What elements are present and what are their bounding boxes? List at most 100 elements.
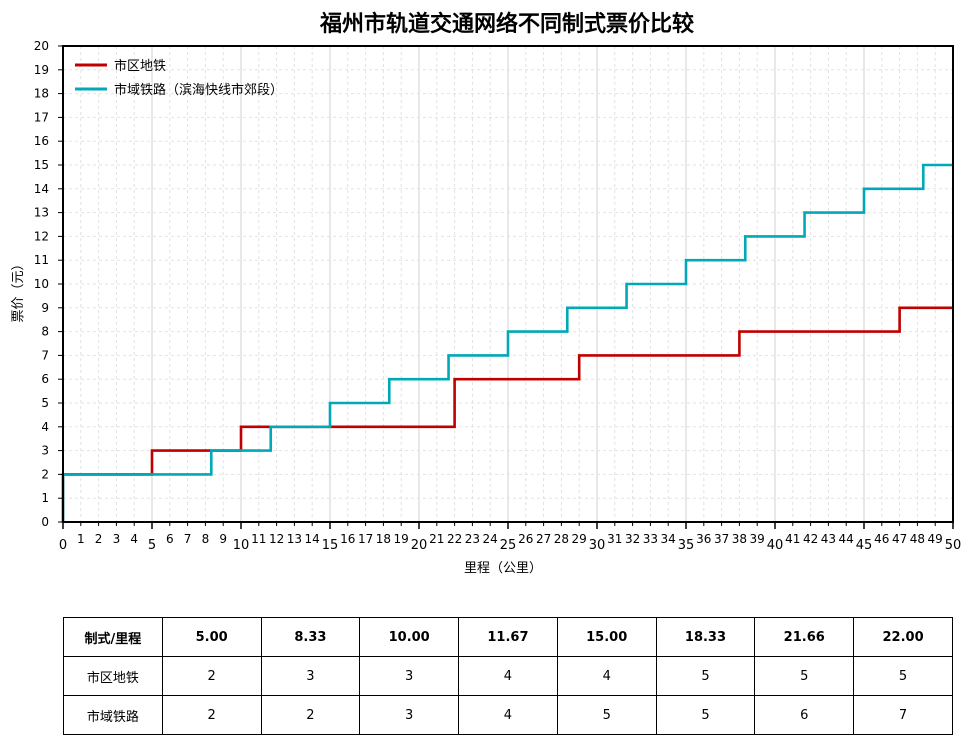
x-tick-label: 1 [77, 532, 85, 546]
y-tick-label: 3 [41, 444, 49, 458]
series-line-metro [61, 306, 953, 522]
x-tick-label: 21 [429, 532, 444, 546]
table-header-cell: 5.00 [161, 617, 262, 657]
x-tick-label: 22 [447, 532, 462, 546]
table-row: 市区地铁 2 3 3 4 4 5 5 5 [63, 656, 953, 696]
y-tick-label: 10 [34, 277, 49, 291]
x-tick-label: 39 [750, 532, 765, 546]
x-tick-label: 23 [465, 532, 480, 546]
x-tick-label: 27 [536, 532, 551, 546]
y-tick-label: 8 [41, 325, 49, 339]
table-header-cell: 11.67 [458, 617, 558, 657]
x-tick-label: 34 [661, 532, 676, 546]
x-tick-label: 36 [696, 532, 711, 546]
x-tick-label: 10 [233, 538, 250, 553]
y-tick-label: 18 [34, 87, 49, 101]
table-row: 市域铁路 2 2 3 4 5 5 6 7 [63, 695, 953, 735]
x-tick-label: 29 [572, 532, 587, 546]
x-tick-label: 0 [59, 538, 67, 553]
table-header-cell: 15.00 [556, 617, 657, 657]
x-tick-label: 48 [910, 532, 925, 546]
table-cell: 5 [655, 656, 756, 696]
fare-chart: 福州市轨道交通网络不同制式票价比较 0 1 2 3 4 5 6 7 8 9 10 11 12 13 14 15… [11, 11, 961, 576]
table-header-cell: 21.66 [754, 617, 855, 657]
y-tick-label: 7 [41, 348, 49, 362]
table-header-cell: 8.33 [260, 617, 361, 657]
y-tick-label: 1 [41, 491, 49, 505]
y-tick-label: 17 [34, 110, 49, 124]
x-tick-label: 31 [607, 532, 622, 546]
y-tick-label: 0 [41, 515, 49, 529]
table-cell: 4 [458, 695, 558, 735]
x-tick-label: 5 [148, 538, 156, 553]
table-header-row: 制式/里程 5.00 8.33 10.00 11.67 15.00 18.33 … [63, 617, 953, 657]
table-cell: 7 [853, 695, 953, 735]
x-axis-label: 里程（公里） [464, 561, 542, 576]
y-tick-label: 19 [34, 63, 49, 77]
x-tick-label: 32 [625, 532, 640, 546]
x-tick-label: 40 [767, 538, 784, 553]
x-tick-label: 45 [856, 538, 873, 553]
series-line-suburban [61, 163, 953, 522]
x-tick-label: 43 [821, 532, 836, 546]
x-tick-label: 2 [95, 532, 103, 546]
y-axis-label: 票价（元） [11, 257, 26, 322]
legend: 市区地铁 市域铁路（滨海快线市郊段） [75, 58, 283, 98]
x-tick-label: 8 [202, 532, 210, 546]
x-tick-label: 14 [305, 532, 320, 546]
x-tick-label: 42 [803, 532, 818, 546]
table-cell: 市区地铁 [63, 656, 163, 696]
table-cell: 5 [556, 695, 657, 735]
x-axis-ticks: 0 1 2 3 4 5 6 7 8 9 10 11 12 13 14 15 16 17 18 19 20 21 22 23 24… [59, 522, 961, 553]
x-tick-label: 44 [839, 532, 854, 546]
y-tick-label: 15 [34, 158, 49, 172]
y-tick-label: 2 [41, 467, 49, 481]
x-tick-label: 37 [714, 532, 729, 546]
x-tick-label: 20 [411, 538, 428, 553]
x-tick-label: 28 [554, 532, 569, 546]
x-tick-label: 26 [518, 532, 533, 546]
table-header-cell: 18.33 [655, 617, 756, 657]
table-cell: 2 [260, 695, 361, 735]
y-tick-label: 13 [34, 206, 49, 220]
x-tick-label: 13 [287, 532, 302, 546]
x-tick-label: 11 [251, 532, 266, 546]
y-tick-label: 11 [34, 253, 49, 267]
table-header-cell: 22.00 [853, 617, 953, 657]
y-tick-label: 20 [34, 39, 49, 53]
y-tick-label: 14 [34, 182, 49, 196]
y-tick-label: 9 [41, 301, 49, 315]
x-tick-label: 3 [113, 532, 121, 546]
x-tick-label: 30 [589, 538, 606, 553]
y-tick-label: 5 [41, 396, 49, 410]
table-cell: 3 [359, 695, 460, 735]
table-cell: 3 [359, 656, 460, 696]
legend-label-suburban: 市域铁路（滨海快线市郊段） [114, 82, 283, 98]
table-cell: 5 [655, 695, 756, 735]
table-cell: 6 [754, 695, 855, 735]
x-tick-label: 25 [500, 538, 517, 553]
x-tick-label: 49 [928, 532, 943, 546]
table-cell: 2 [161, 695, 262, 735]
legend-label-metro: 市区地铁 [114, 58, 166, 74]
x-tick-label: 12 [269, 532, 284, 546]
x-tick-label: 19 [394, 532, 409, 546]
table-cell: 5 [853, 656, 953, 696]
x-tick-label: 50 [945, 538, 962, 553]
x-tick-label: 33 [643, 532, 658, 546]
table-cell: 2 [161, 656, 262, 696]
fare-table: 制式/里程 5.00 8.33 10.00 11.67 15.00 18.33 … [63, 617, 953, 735]
x-tick-label: 16 [340, 532, 355, 546]
x-tick-label: 47 [892, 532, 907, 546]
x-tick-label: 17 [358, 532, 373, 546]
table-header-cell: 制式/里程 [63, 617, 163, 657]
chart-title: 福州市轨道交通网络不同制式票价比较 [319, 11, 694, 37]
x-tick-label: 41 [785, 532, 800, 546]
y-tick-label: 4 [41, 420, 49, 434]
y-tick-label: 16 [34, 134, 49, 148]
table-cell: 4 [556, 656, 657, 696]
table-header-cell: 10.00 [359, 617, 460, 657]
x-tick-label: 18 [376, 532, 391, 546]
x-tick-label: 35 [678, 538, 695, 553]
